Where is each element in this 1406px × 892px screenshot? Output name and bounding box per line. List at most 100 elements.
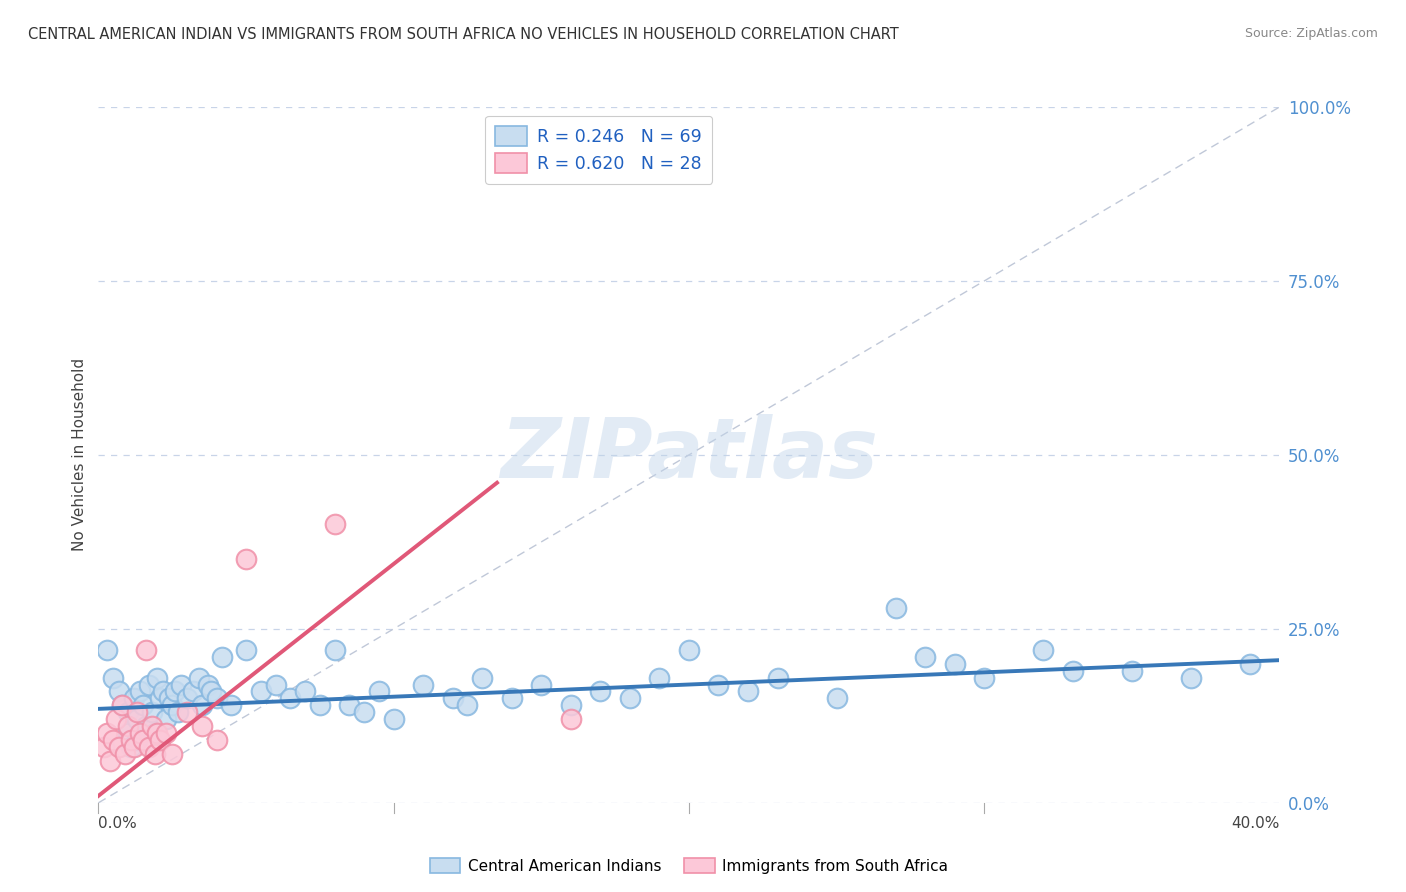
Point <box>471 671 494 685</box>
Point <box>152 684 174 698</box>
Point <box>197 677 219 691</box>
Point <box>117 719 139 733</box>
Point <box>157 691 180 706</box>
Point <box>125 733 148 747</box>
Point <box>108 684 131 698</box>
Point <box>250 684 273 698</box>
Point <box>943 657 966 671</box>
Point <box>200 684 222 698</box>
Point <box>111 698 134 713</box>
Point <box>146 726 169 740</box>
Point <box>135 642 157 657</box>
Point <box>235 552 257 566</box>
Point <box>114 747 136 761</box>
Point <box>309 698 332 713</box>
Point <box>141 706 163 720</box>
Point <box>165 684 187 698</box>
Point <box>323 517 346 532</box>
Point <box>120 740 142 755</box>
Point <box>132 698 155 713</box>
Point <box>128 684 150 698</box>
Point <box>125 706 148 720</box>
Legend: Central American Indians, Immigrants from South Africa: Central American Indians, Immigrants fro… <box>423 852 955 880</box>
Point <box>181 684 204 698</box>
Point <box>707 677 730 691</box>
Point <box>1032 642 1054 657</box>
Point <box>648 671 671 685</box>
Text: CENTRAL AMERICAN INDIAN VS IMMIGRANTS FROM SOUTH AFRICA NO VEHICLES IN HOUSEHOLD: CENTRAL AMERICAN INDIAN VS IMMIGRANTS FR… <box>28 27 898 42</box>
Point <box>973 671 995 685</box>
Point <box>221 698 243 713</box>
Point <box>191 719 214 733</box>
Text: 0.0%: 0.0% <box>98 816 138 831</box>
Point <box>138 740 160 755</box>
Point <box>589 684 612 698</box>
Point <box>1239 657 1261 671</box>
Point <box>149 691 172 706</box>
Point <box>108 740 131 755</box>
Point <box>98 754 121 768</box>
Point <box>162 747 183 761</box>
Point <box>205 691 228 706</box>
Point <box>441 691 464 706</box>
Point <box>135 719 157 733</box>
Point <box>1062 664 1084 678</box>
Point <box>105 712 128 726</box>
Point <box>149 733 172 747</box>
Point <box>96 642 118 657</box>
Point <box>143 726 166 740</box>
Point <box>1121 664 1143 678</box>
Point <box>501 691 523 706</box>
Point <box>176 691 198 706</box>
Point <box>176 706 198 720</box>
Point <box>138 677 160 691</box>
Text: 40.0%: 40.0% <box>1232 816 1279 831</box>
Point <box>128 726 150 740</box>
Point <box>560 698 582 713</box>
Point <box>884 601 907 615</box>
Point <box>122 691 145 706</box>
Point <box>294 684 316 698</box>
Point <box>167 706 190 720</box>
Point <box>96 726 118 740</box>
Point <box>103 733 125 747</box>
Point <box>211 649 233 664</box>
Point <box>132 733 155 747</box>
Point <box>170 677 193 691</box>
Point <box>155 726 177 740</box>
Point <box>339 698 361 713</box>
Point <box>235 642 257 657</box>
Point <box>111 698 134 713</box>
Point <box>93 740 115 755</box>
Point <box>191 698 214 713</box>
Point <box>141 719 163 733</box>
Point <box>825 691 848 706</box>
Point <box>766 671 789 685</box>
Point <box>103 671 125 685</box>
Text: Source: ZipAtlas.com: Source: ZipAtlas.com <box>1244 27 1378 40</box>
Point <box>125 712 148 726</box>
Point <box>280 691 302 706</box>
Point <box>382 712 405 726</box>
Point <box>914 649 936 664</box>
Point <box>205 733 228 747</box>
Point <box>122 740 145 755</box>
Point <box>264 677 287 691</box>
Point <box>560 712 582 726</box>
Point <box>368 684 391 698</box>
Text: ZIPatlas: ZIPatlas <box>501 415 877 495</box>
Point <box>117 706 139 720</box>
Point <box>412 677 434 691</box>
Point <box>737 684 759 698</box>
Point <box>1180 671 1202 685</box>
Point <box>323 642 346 657</box>
Point <box>353 706 375 720</box>
Point <box>143 747 166 761</box>
Point <box>146 671 169 685</box>
Y-axis label: No Vehicles in Household: No Vehicles in Household <box>72 359 87 551</box>
Point <box>155 712 177 726</box>
Point <box>187 671 209 685</box>
Point <box>117 726 139 740</box>
Point <box>120 733 142 747</box>
Point <box>678 642 700 657</box>
